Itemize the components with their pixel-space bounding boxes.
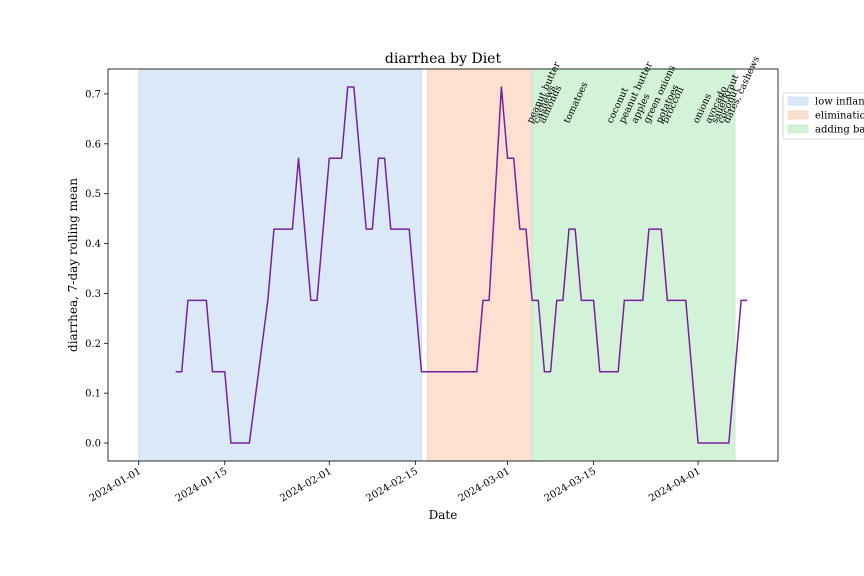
legend-entry-label: low inflan [815,97,864,108]
plot-frame [107,68,779,462]
x-tick-label: 2024-03-15 [543,466,598,504]
phase-band-3 [531,68,736,462]
legend-swatch-1 [787,96,809,106]
x-tick-label: 2024-04-01 [647,466,702,504]
legend: low inflan eliminatio adding ba [782,92,864,140]
y-tick-label: 0.7 [85,89,101,100]
series-line-group [175,86,748,444]
x-tick-label: 2024-02-01 [278,466,333,504]
y-tick-label: 0.6 [85,139,101,150]
x-axis-label: Date [429,508,458,522]
y-tick-label: 0.2 [85,339,101,350]
y-axis-label: diarrhea, 7-day rolling mean [66,178,80,352]
series-line-1 [175,86,748,444]
chart-title: diarrhea by Diet [385,51,502,67]
phase-band-2 [427,68,533,462]
legend-swatch-2 [787,110,809,120]
legend-entry-label: adding ba [815,125,864,136]
x-tick-label: 2024-01-01 [88,466,143,504]
y-tick-label: 0.1 [85,389,101,400]
x-axis: 2024-01-01 2024-01-15 2024-02-01 2024-02-15… [88,461,703,504]
x-tick-label: 2024-02-15 [364,466,419,504]
legend-swatch-3 [787,124,809,134]
x-tick-label: 2024-01-15 [174,466,229,504]
legend-entry-label: eliminatio [815,111,864,122]
y-tick-label: 0.5 [85,189,101,200]
y-tick-label: 0.4 [85,239,101,250]
x-tick-label: 2024-03-01 [457,466,512,504]
phase-band-1 [138,68,422,462]
y-tick-label: 0.0 [85,439,101,450]
y-axis: 0.0 0.1 0.2 0.3 0.4 0.5 0.6 0.7 [85,89,108,450]
y-tick-label: 0.3 [85,289,101,300]
